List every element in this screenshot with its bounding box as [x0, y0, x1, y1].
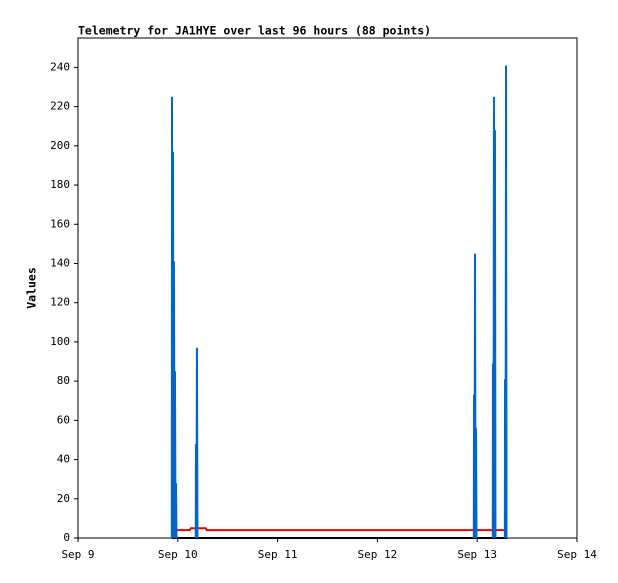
x-tick-label: Sep 11: [258, 548, 298, 561]
x-tick-label: Sep 9: [61, 548, 94, 561]
y-tick-label: 80: [57, 374, 70, 387]
y-tick-label: 20: [57, 492, 70, 505]
y-tick-label: 0: [63, 531, 70, 544]
y-tick-label: 40: [57, 453, 70, 466]
chart-title: Telemetry for JA1HYE over last 96 hours …: [78, 24, 431, 38]
y-tick-label: 120: [50, 296, 70, 309]
y-tick-label: 240: [50, 60, 70, 73]
y-tick-label: 160: [50, 217, 70, 230]
y-tick-label: 180: [50, 178, 70, 191]
y-tick-label: 100: [50, 335, 70, 348]
x-tick-label: Sep 13: [457, 548, 497, 561]
series-line: [170, 65, 508, 539]
y-tick-label: 200: [50, 139, 70, 152]
x-tick-label: Sep 14: [557, 548, 597, 561]
series-line: [171, 527, 508, 532]
x-tick-label: Sep 12: [358, 548, 398, 561]
y-axis-label: Values: [25, 267, 39, 309]
x-tick-label: Sep 10: [158, 548, 198, 561]
y-tick-label: 140: [50, 256, 70, 269]
y-tick-label: 60: [57, 413, 70, 426]
plot-frame: [77, 37, 578, 539]
y-tick-label: 220: [50, 100, 70, 113]
